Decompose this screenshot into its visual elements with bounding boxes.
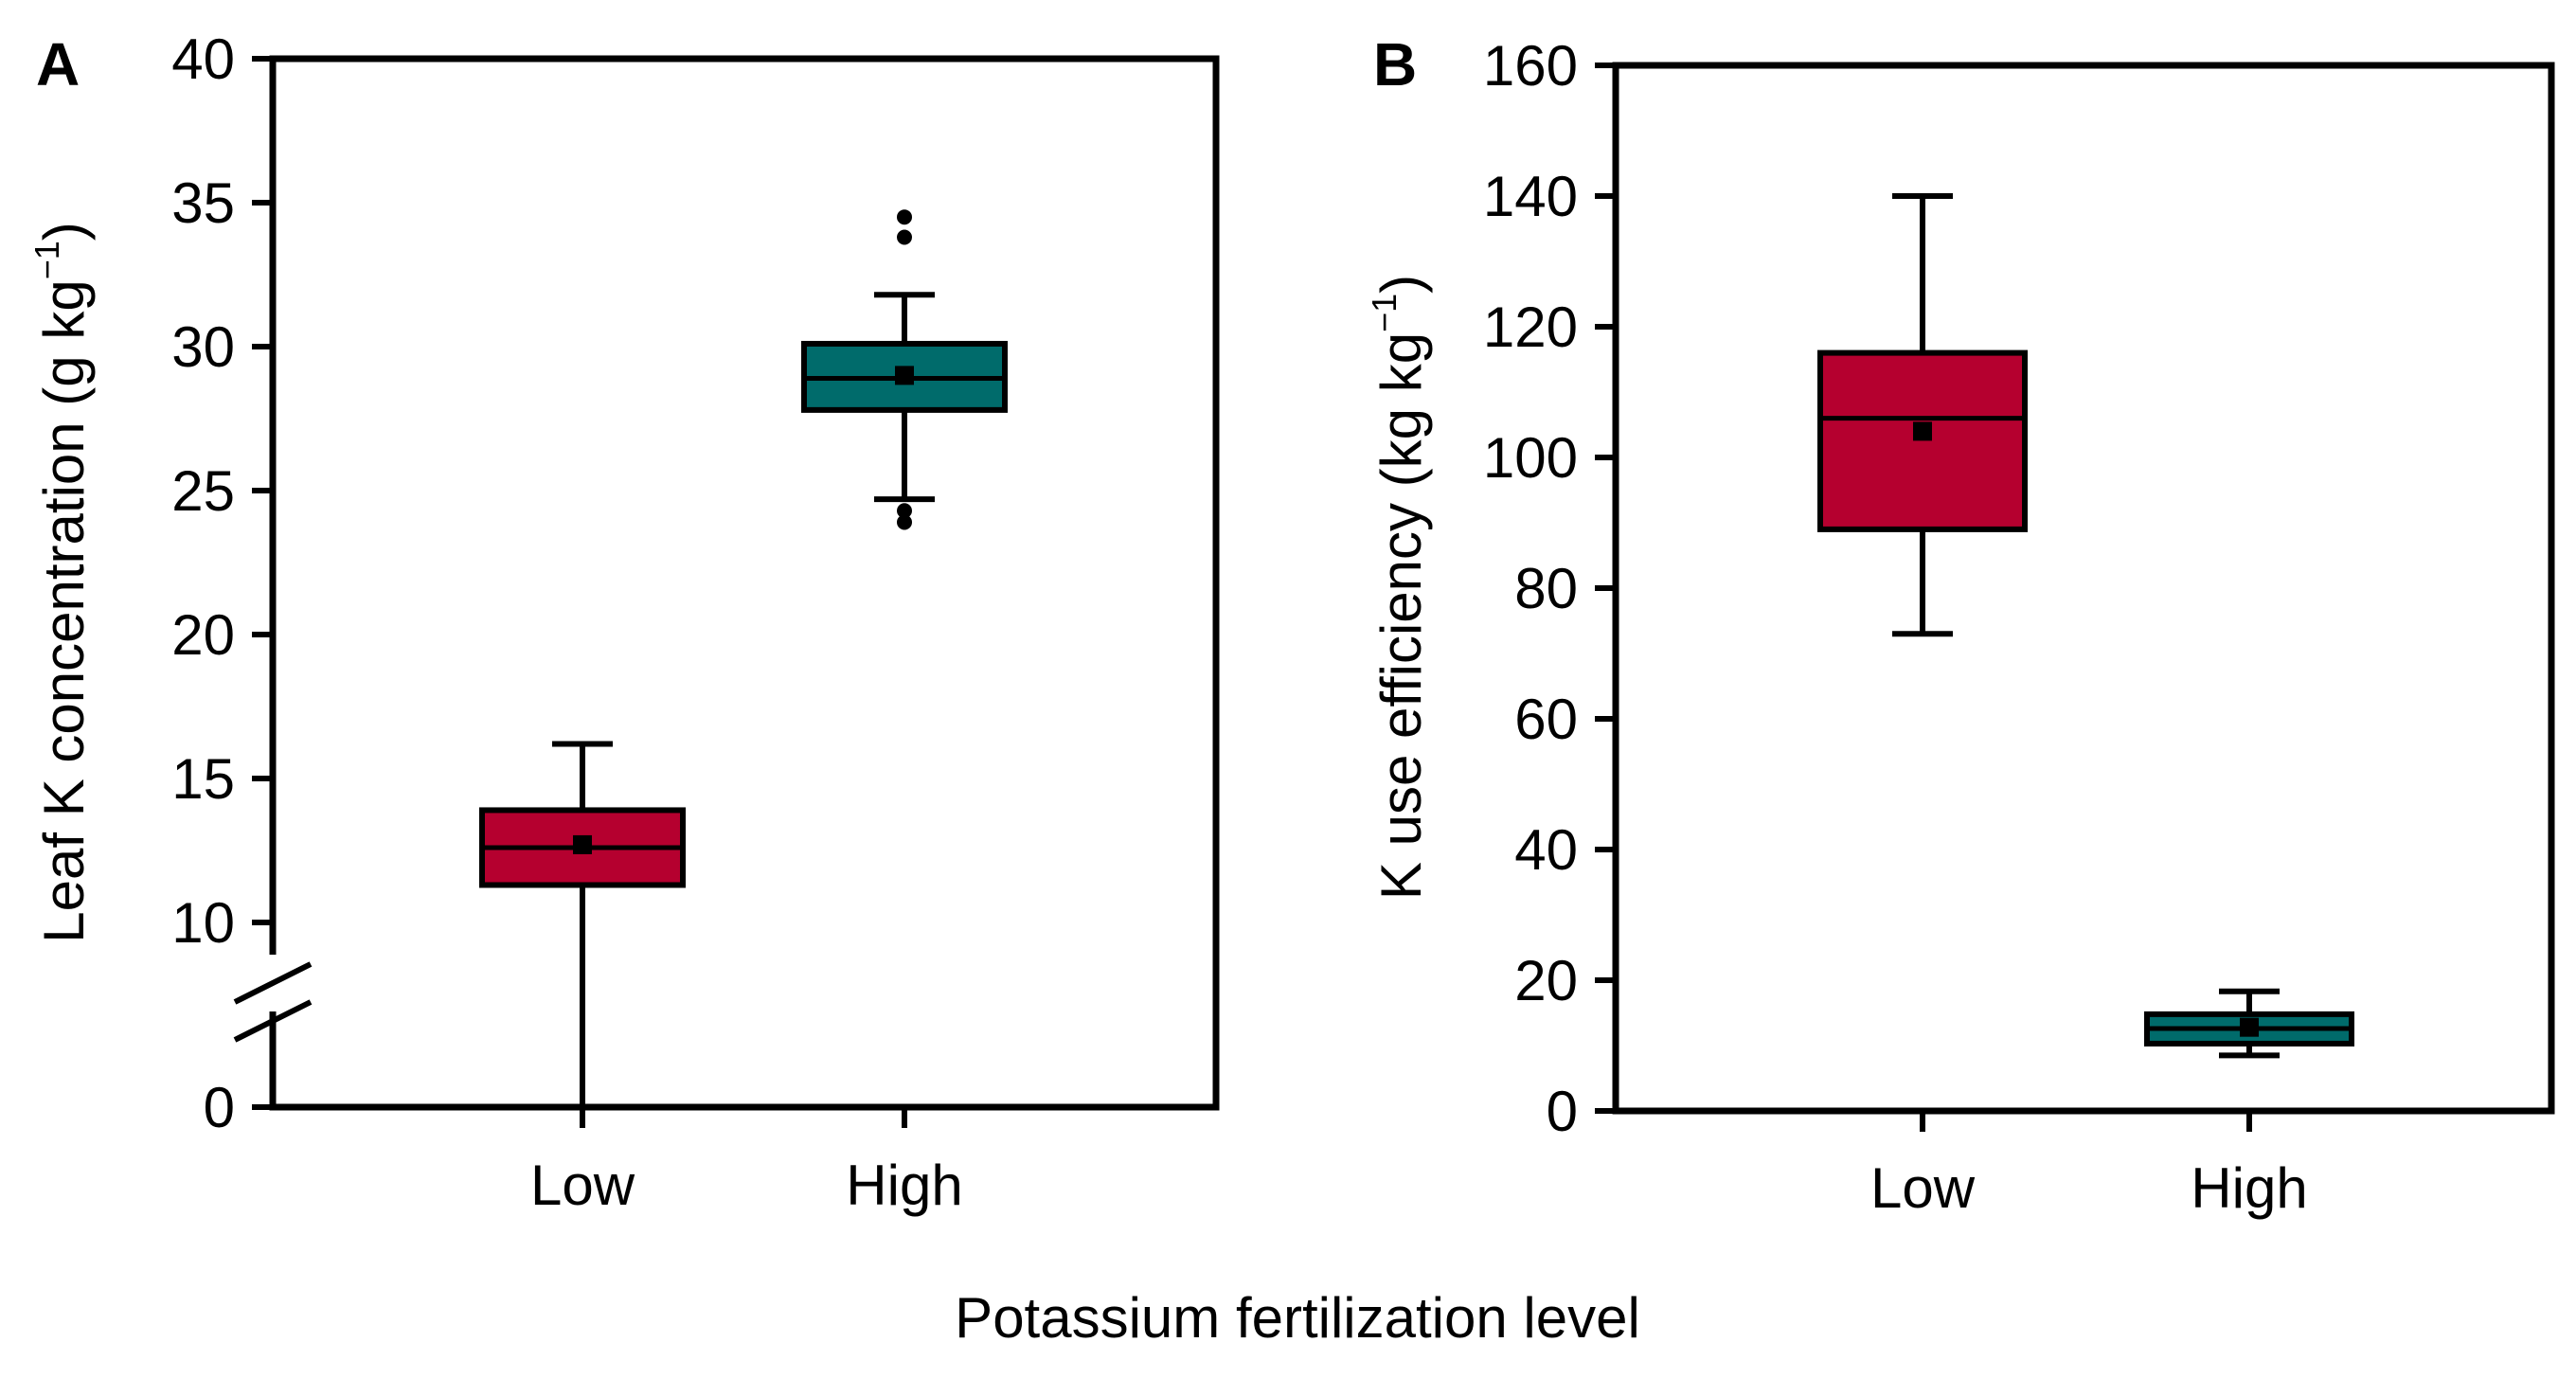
x-tick-label-high: High xyxy=(2191,1156,2307,1220)
y-tick-label: 0 xyxy=(204,1076,235,1139)
y-tick-label: 160 xyxy=(1483,34,1578,98)
iqr-box xyxy=(1817,349,2028,532)
panel-a-boxes xyxy=(479,209,1008,1110)
panel-b-x-ticks: Low High xyxy=(1870,1111,2308,1220)
panel-b-ylabel-main: K use efficiency (kg kg xyxy=(1369,332,1433,900)
panel-b-letter: B xyxy=(1373,30,1417,98)
panel-a-x-ticks: Low High xyxy=(530,1107,963,1217)
panel-a-axis-break xyxy=(233,955,313,1043)
y-tick-label: 80 xyxy=(1514,557,1578,620)
panel-b-y-axis-title: K use efficiency (kg kg−1) xyxy=(1365,275,1433,900)
axis-break-mark-upper xyxy=(233,961,313,1005)
panel-b-y-ticks: 0 20 40 60 80 100 120 140 160 xyxy=(1483,34,1616,1143)
x-tick-label-low: Low xyxy=(530,1154,635,1217)
panel-b-boxes xyxy=(1817,193,2354,1059)
shared-x-axis-title: Potassium fertilization level xyxy=(955,1286,1640,1350)
panel-b: B 0 20 40 60 80 100 120 140 160 Low High K use ef… xyxy=(1365,30,2555,1220)
mean-marker xyxy=(573,834,592,854)
panel-a-ylabel-superscript: −1 xyxy=(27,241,66,279)
y-tick-label: 20 xyxy=(171,603,235,667)
y-tick-label: 120 xyxy=(1483,295,1578,359)
box-low xyxy=(1817,193,2028,637)
y-tick-label: 0 xyxy=(1547,1080,1578,1143)
mean-marker xyxy=(1913,421,1932,441)
outlier-point xyxy=(897,503,912,519)
outlier-point xyxy=(897,209,912,225)
y-tick-label: 35 xyxy=(171,171,235,235)
y-tick-label: 15 xyxy=(171,747,235,811)
panel-a-y-ticks: 0 10 15 20 25 30 35 40 xyxy=(171,27,273,1139)
y-tick-label: 40 xyxy=(1514,818,1578,882)
panel-a: A 0 10 15 20 25 30 35 40 Low High Leaf K concent… xyxy=(27,27,1220,1217)
box-high xyxy=(801,209,1008,530)
y-tick-label: 40 xyxy=(171,27,235,91)
panel-a-ylabel-main: Leaf K concentration (g kg xyxy=(32,279,96,942)
x-tick-label-high: High xyxy=(846,1154,962,1217)
panel-a-y-axis-title: Leaf K concentration (g kg−1) xyxy=(27,222,96,942)
panel-b-ylabel-superscript: −1 xyxy=(1365,294,1404,332)
box-low xyxy=(479,741,686,1110)
y-tick-label: 30 xyxy=(171,315,235,379)
y-tick-label: 140 xyxy=(1483,165,1578,228)
y-tick-label: 60 xyxy=(1514,688,1578,751)
panel-b-plot-frame xyxy=(1612,62,2555,1115)
y-tick-label: 10 xyxy=(171,891,235,955)
box-high xyxy=(2144,988,2354,1059)
y-tick-label: 100 xyxy=(1483,426,1578,490)
mean-marker xyxy=(895,366,914,385)
panel-b-ylabel-close: ) xyxy=(1369,275,1433,294)
x-tick-label-low: Low xyxy=(1870,1156,1976,1220)
panel-a-ylabel-close: ) xyxy=(32,222,96,241)
panel-a-letter: A xyxy=(36,30,80,98)
y-tick-label: 20 xyxy=(1514,949,1578,1012)
axis-break-mark-lower xyxy=(233,999,313,1043)
mean-marker xyxy=(2240,1017,2259,1037)
panel-a-plot-frame xyxy=(269,55,1220,1111)
y-tick-label: 25 xyxy=(171,459,235,523)
outlier-point xyxy=(897,514,912,530)
outlier-point xyxy=(897,229,912,245)
